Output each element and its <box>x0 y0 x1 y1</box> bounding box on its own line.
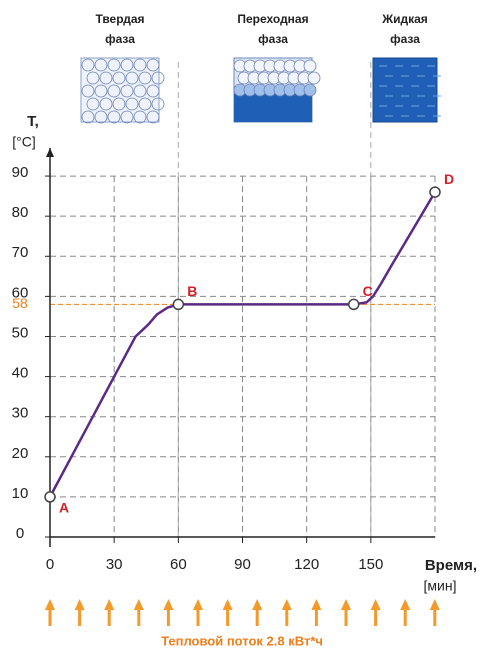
phase-label: фаза <box>258 32 288 46</box>
point-label: B <box>187 283 197 299</box>
footer: Тепловой поток 2.8 кВт*ч <box>161 633 323 648</box>
y-unit: [°C] <box>12 134 36 150</box>
heat-arrowhead <box>252 599 262 610</box>
heat-arrowhead <box>45 599 55 610</box>
phase-icon <box>373 58 441 122</box>
phase-label: фаза <box>390 32 420 46</box>
heat-arrowhead <box>104 599 114 610</box>
x-tick-label: 30 <box>106 556 123 573</box>
phase-label: Переходная <box>237 12 308 26</box>
x-unit: [мин] <box>424 578 457 594</box>
phase-label: Жидкая <box>381 12 428 26</box>
heat-arrowhead <box>193 599 203 610</box>
icon-crystal <box>308 72 320 84</box>
x-tick-label: 90 <box>234 556 251 573</box>
icon-crystal <box>304 60 316 72</box>
point-label: A <box>59 500 69 516</box>
heat-arrowhead <box>371 599 381 610</box>
x-tick-label: 60 <box>170 556 187 573</box>
point-label: D <box>444 171 454 187</box>
y-tick-label: 20 <box>12 445 29 462</box>
y-tick-label: 90 <box>12 164 29 181</box>
y-label: T, <box>27 113 39 130</box>
phase-icon <box>81 58 164 123</box>
heat-arrowhead <box>400 599 410 610</box>
heat-arrowhead <box>134 599 144 610</box>
heat-arrowhead <box>223 599 233 610</box>
point <box>45 492 55 502</box>
x-label: Время, <box>425 557 477 574</box>
y-tick-label: 50 <box>12 324 29 341</box>
y-tick-label: 70 <box>12 244 29 261</box>
y-tick-label: 0 <box>16 525 24 542</box>
point <box>430 187 440 197</box>
icon-crystal <box>304 84 316 96</box>
x-tick-label: 120 <box>294 556 319 573</box>
y-tick-label: 30 <box>12 405 29 422</box>
y-tick-label: 80 <box>12 204 29 221</box>
phase-label: фаза <box>105 32 135 46</box>
heat-arrowhead <box>341 599 351 610</box>
heat-arrowhead <box>282 599 292 610</box>
heat-arrowhead <box>311 599 321 610</box>
point-label: C <box>363 283 373 299</box>
point <box>349 299 359 309</box>
phase-label: Твердая <box>95 12 144 26</box>
y-tick-label: 40 <box>12 365 29 382</box>
point <box>173 299 183 309</box>
chart: T, [°C] Время, [мин] Тепловой поток 2.8 … <box>0 0 479 650</box>
icon-water <box>373 58 437 122</box>
phase-icon <box>234 58 320 122</box>
x-tick-label: 0 <box>46 556 54 573</box>
y-tick-label: 60 <box>12 284 29 301</box>
heat-arrowhead <box>75 599 85 610</box>
icon-water <box>234 94 312 122</box>
y-axis-arrow <box>46 148 54 157</box>
heat-arrowhead <box>163 599 173 610</box>
x-tick-label: 150 <box>358 556 383 573</box>
y-tick-label: 10 <box>12 485 29 502</box>
heat-arrowhead <box>430 599 440 610</box>
